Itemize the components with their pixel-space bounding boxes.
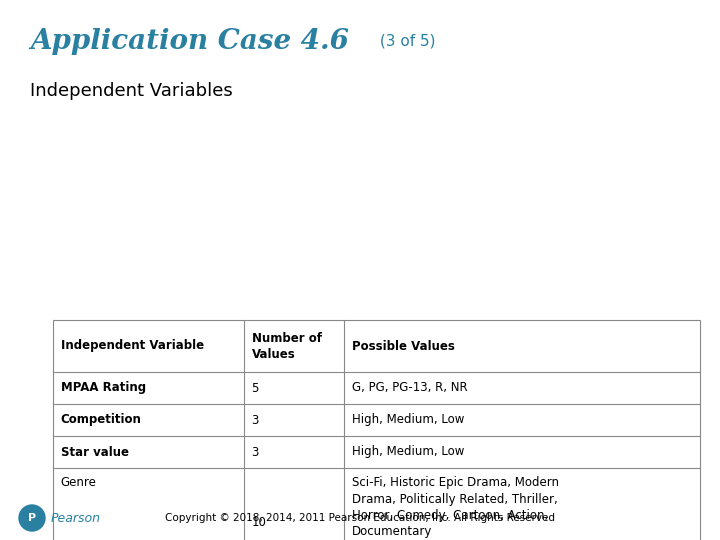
Text: High, Medium, Low: High, Medium, Low [352, 414, 464, 427]
Text: (3 of 5): (3 of 5) [375, 33, 436, 48]
Text: Sci-Fi, Historic Epic Drama, Modern
Drama, Politically Related, Thriller,
Horror: Sci-Fi, Historic Epic Drama, Modern Dram… [352, 476, 559, 538]
Text: Independent Variable: Independent Variable [60, 340, 204, 353]
Circle shape [19, 505, 45, 531]
Text: Independent Variables: Independent Variables [30, 82, 233, 100]
Text: Application Case 4.6: Application Case 4.6 [30, 28, 349, 55]
Text: MPAA Rating: MPAA Rating [60, 381, 145, 395]
Text: Possible Values: Possible Values [352, 340, 455, 353]
Text: Competition: Competition [60, 414, 141, 427]
Text: 3: 3 [251, 414, 259, 427]
Text: Number of
Values: Number of Values [251, 332, 322, 361]
Text: P: P [28, 513, 36, 523]
Text: High, Medium, Low: High, Medium, Low [352, 446, 464, 458]
Text: Pearson: Pearson [51, 511, 101, 524]
Text: Star value: Star value [60, 446, 129, 458]
Text: Copyright © 2018, 2014, 2011 Pearson Education, Inc. All Rights Reserved: Copyright © 2018, 2014, 2011 Pearson Edu… [165, 513, 555, 523]
Bar [53, 320, 700, 540]
Text: 3: 3 [251, 446, 259, 458]
Text: 5: 5 [251, 381, 259, 395]
Text: 10: 10 [251, 516, 266, 529]
Text: G, PG, PG-13, R, NR: G, PG, PG-13, R, NR [352, 381, 467, 395]
Text: Genre: Genre [60, 476, 96, 489]
